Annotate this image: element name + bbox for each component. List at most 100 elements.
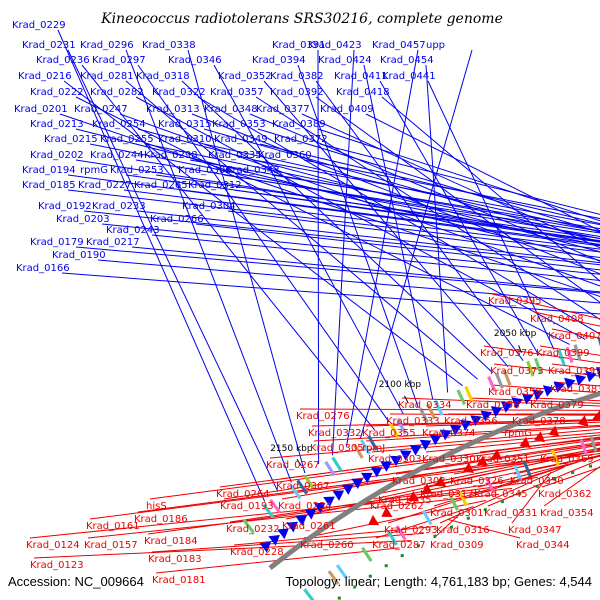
forward-gene-label[interactable]: Krad_0306 [178,165,232,176]
reverse-gene-label[interactable]: Krad_0331 [484,508,538,519]
forward-gene-label[interactable]: Krad_0244 [90,150,144,161]
reverse-gene-label[interactable]: Krad_0350 [510,476,564,487]
forward-gene-label[interactable]: Krad_0229 [12,20,66,31]
forward-gene-label[interactable]: Krad_0298 [144,150,198,161]
reverse-gene-label[interactable]: Krad_0161 [86,521,140,532]
forward-gene-label[interactable]: Krad_0348 [204,104,258,115]
forward-gene-label[interactable]: Krad_0281 [80,71,134,82]
reverse-gene-label[interactable]: Krad_0317 [420,489,474,500]
forward-gene-label[interactable]: Krad_0282 [90,87,144,98]
forward-gene-label[interactable]: Krad_0233 [92,201,146,212]
forward-gene-label[interactable]: Krad_0231 [22,40,76,51]
forward-gene-label[interactable]: Krad_0166 [16,263,70,274]
reverse-gene-label[interactable]: Krad_0332 [308,428,362,439]
forward-gene-label[interactable]: Krad_0201 [14,104,68,115]
reverse-gene-label[interactable]: Krad_0235 [378,495,432,506]
forward-gene-label[interactable]: Krad_0213 [30,119,84,130]
forward-gene-label[interactable]: Krad_0304 [182,201,236,212]
reverse-gene-label[interactable]: Krad_0305 [310,443,364,454]
reverse-gene-label[interactable]: Krad_0186 [134,514,188,525]
reverse-gene-label[interactable]: Krad_0261 [282,521,336,532]
reverse-gene-label[interactable]: Krad_0330 [422,454,476,465]
forward-gene-label[interactable]: Krad_0227 [78,180,132,191]
reverse-gene-label[interactable]: Krad_0362 [538,489,592,500]
forward-gene-label[interactable]: Krad_0253 [110,165,164,176]
reverse-gene-label[interactable]: Krad_0379 [530,400,584,411]
forward-gene-label[interactable]: Krad_0190 [52,250,106,261]
forward-gene-label[interactable]: Krad_0441 [382,71,436,82]
forward-gene-label[interactable]: Krad_0349 [214,134,268,145]
reverse-gene-label[interactable]: hisS [146,501,167,512]
forward-gene-label[interactable]: Krad_0322 [152,87,206,98]
forward-gene-label[interactable]: Krad_0236 [36,55,90,66]
reverse-gene-label[interactable]: Krad_0376 [480,348,534,359]
reverse-gene-label[interactable]: Krad_0234 [278,501,332,512]
reverse-gene-label[interactable]: Krad_0334 [398,400,452,411]
reverse-gene-label[interactable]: Krad_0397 [548,366,600,377]
reverse-gene-label[interactable]: Krad_0358 [466,400,520,411]
reverse-gene-label[interactable]: Krad_0183 [148,554,202,565]
forward-gene-label[interactable]: Krad_0215 [44,134,98,145]
forward-gene-label[interactable]: Krad_0346 [168,55,222,66]
reverse-gene-label[interactable]: Krad_0124 [26,540,80,551]
forward-gene-label[interactable]: Krad_0423 [308,40,362,51]
forward-gene-label[interactable]: Krad_0313 [146,104,200,115]
reverse-gene-label[interactable]: Krad_0356 [444,416,498,427]
forward-gene-label[interactable]: Krad_0392 [270,87,324,98]
reverse-gene-label[interactable]: Krad_0399 [536,348,590,359]
forward-gene-label[interactable]: Krad_0296 [80,40,134,51]
forward-gene-label[interactable]: upp [426,40,445,51]
reverse-gene-label[interactable]: Krad_0181 [152,575,206,586]
forward-gene-label[interactable]: Krad_0312 [188,180,242,191]
forward-gene-label[interactable]: Krad_0179 [30,237,84,248]
reverse-gene-label[interactable]: Krad_0408 [530,314,584,325]
forward-gene-label[interactable]: Krad_0382 [270,71,324,82]
forward-gene-label[interactable]: Krad_0192 [38,201,92,212]
reverse-gene-label[interactable]: Krad_0287 [372,540,426,551]
forward-gene-label[interactable]: Krad_0315 [158,119,212,130]
reverse-gene-label[interactable]: Krad_0316 [436,525,490,536]
reverse-gene-label[interactable]: Krad_0309 [430,540,484,551]
reverse-gene-label[interactable]: rpmG [504,428,532,439]
forward-gene-label[interactable]: Krad_0265 [134,180,188,191]
reverse-gene-label[interactable]: Krad_0345 [474,489,528,500]
reverse-gene-label[interactable]: Krad_0359 [488,387,542,398]
reverse-gene-label[interactable]: Krad_0354 [540,508,594,519]
forward-gene-label[interactable]: rpmG [80,165,108,176]
forward-gene-label[interactable]: Krad_0457 [372,40,426,51]
forward-gene-label[interactable]: Krad_0454 [380,55,434,66]
reverse-gene-label[interactable]: Krad_0351 [476,454,530,465]
forward-gene-label[interactable]: Krad_0343 [226,165,280,176]
reverse-gene-label[interactable]: Krad_0228 [230,547,284,558]
forward-gene-label[interactable]: Krad_0353 [212,119,266,130]
forward-gene-label[interactable]: Krad_0357 [210,87,264,98]
reverse-gene-label[interactable]: Krad_0302 [392,476,446,487]
reverse-gene-label[interactable]: Krad_0407 [548,331,600,342]
forward-gene-label[interactable]: Krad_0266 [150,214,204,225]
reverse-gene-label[interactable]: Krad_0260 [300,540,354,551]
forward-gene-label[interactable]: Krad_0243 [106,225,160,236]
forward-gene-label[interactable]: Krad_0409 [320,104,374,115]
reverse-gene-label[interactable]: Krad_0123 [30,560,84,571]
forward-gene-label[interactable]: Krad_0247 [74,104,128,115]
forward-gene-label[interactable]: Krad_0202 [30,150,84,161]
reverse-gene-label[interactable]: Krad_0232 [226,524,280,535]
forward-gene-label[interactable]: Krad_0185 [22,180,76,191]
forward-gene-label[interactable]: Krad_0360 [258,150,312,161]
reverse-gene-label[interactable]: Krad_0267 [266,460,320,471]
reverse-gene-label[interactable]: Krad_0367 [276,481,330,492]
forward-gene-label[interactable]: Krad_0217 [86,237,140,248]
forward-gene-label[interactable]: Krad_0216 [18,71,72,82]
reverse-gene-label[interactable]: rpmJ [362,443,385,454]
forward-gene-label[interactable]: Krad_0310 [158,134,212,145]
reverse-gene-label[interactable]: Krad_0262 [370,501,424,512]
forward-gene-label[interactable]: Krad_0394 [252,55,306,66]
forward-gene-label[interactable]: Krad_0335 [208,150,262,161]
reverse-gene-label[interactable]: Krad_0184 [144,536,198,547]
reverse-gene-label[interactable]: Krad_0383 [550,384,600,395]
forward-gene-label[interactable]: Krad_0255 [100,134,154,145]
reverse-gene-label[interactable]: Krad_0293 [384,525,438,536]
forward-gene-label[interactable]: Krad_0424 [318,55,372,66]
reverse-gene-label[interactable]: Krad_0378 [512,416,566,427]
forward-gene-label[interactable]: Krad_0411 [334,71,388,82]
